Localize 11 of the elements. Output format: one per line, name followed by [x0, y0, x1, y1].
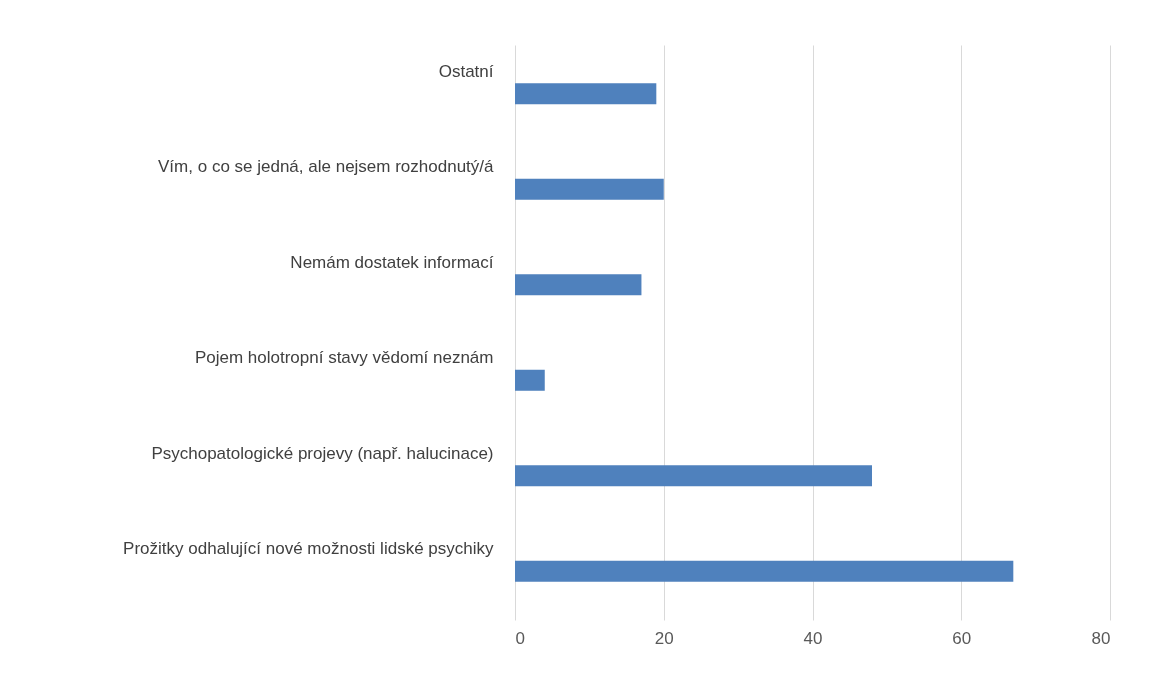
x-tick-label: 40: [803, 628, 823, 648]
y-tick-label: Psychopatologické projevy (např. halucinace): [151, 443, 494, 463]
y-tick-label: Ostatní: [438, 61, 494, 81]
x-tick-label: 60: [952, 628, 972, 648]
x-tick-label: 80: [1091, 628, 1111, 648]
y-tick-label: Prožitky odhalující nové možnosti lidské psychiky: [123, 539, 494, 559]
y-tick-label: Nemám dostatek informací: [290, 252, 494, 272]
x-tick-label: 20: [654, 628, 674, 648]
x-tick-label: 0: [515, 628, 525, 648]
y-tick-label: Vím, o co se jedná, ale nejsem rozhodnutý/á: [158, 157, 495, 177]
y-tick-label: Pojem holotropní stavy vědomí neznám: [194, 348, 494, 368]
